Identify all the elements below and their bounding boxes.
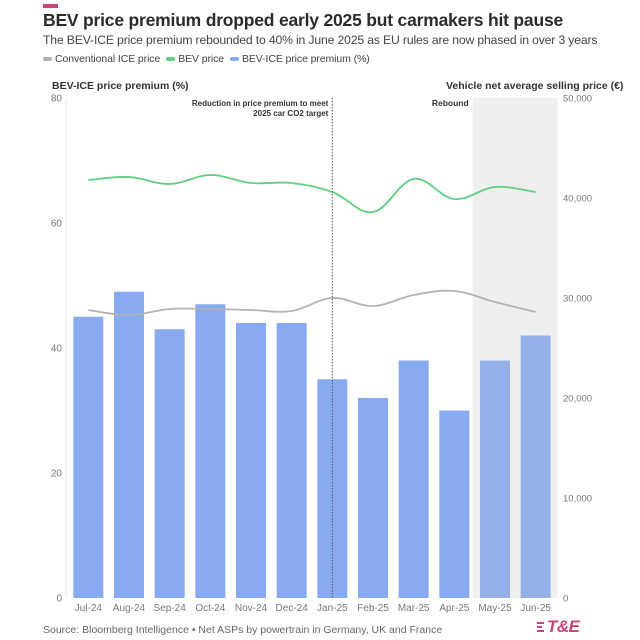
line-bev-price (88, 174, 536, 213)
rebound-label: Rebound (432, 98, 469, 108)
legend-label-ice: Conventional ICE price (55, 53, 161, 65)
left-tick-label: 40 (51, 344, 63, 355)
left-tick-label: 60 (51, 219, 63, 230)
co2-target-label: 2025 car CO2 target (253, 109, 328, 118)
legend-item-premium: BEV-ICE price premium (%) (230, 53, 370, 65)
x-tick-label: Nov-24 (235, 603, 268, 614)
left-axis-title: BEV-ICE price premium (%) (52, 80, 189, 92)
right-tick-label: 40,000 (563, 194, 592, 205)
x-tick-label: Jan-25 (317, 603, 348, 614)
bar-premium (480, 360, 510, 598)
accent-bar (43, 4, 58, 8)
right-tick-label: 0 (563, 594, 568, 605)
legend: Conventional ICE price BEV price BEV-ICE… (43, 53, 370, 65)
bar-premium (398, 360, 429, 598)
bar-premium (154, 329, 185, 598)
x-tick-label: Aug-24 (113, 603, 146, 614)
annotation-layer: Rebound Reduction in price premium to mee… (192, 98, 469, 598)
right-tick-label: 50,000 (563, 94, 592, 105)
legend-label-bev: BEV price (178, 53, 224, 65)
source-note: Source: Bloomberg Intelligence • Net ASP… (43, 624, 443, 636)
legend-swatch-premium (230, 57, 239, 61)
logo-text: T&E (547, 617, 580, 636)
x-tick-label: Jul-24 (75, 603, 103, 614)
axis-layer: 0 20 40 60 80 0 10,000 20,000 30,000 40,000 50,000… (51, 94, 592, 615)
bar-premium (236, 323, 266, 598)
legend-label-premium: BEV-ICE price premium (%) (242, 53, 370, 65)
bar-premium (358, 398, 388, 598)
bar-premium (520, 335, 551, 598)
line-ice-price (88, 289, 536, 316)
co2-target-label: Reduction in price premium to meet (192, 99, 329, 108)
x-tick-label: Apr-25 (439, 603, 469, 614)
te-logo: T&E (537, 617, 580, 637)
x-tick-label: Sep-24 (154, 603, 187, 614)
chart-title: BEV price premium dropped early 2025 but… (43, 10, 564, 30)
x-tick-label: Dec-24 (276, 603, 309, 614)
right-tick-label: 30,000 (563, 294, 592, 305)
left-tick-label: 0 (56, 594, 62, 605)
logo-lines-icon (537, 622, 544, 632)
left-tick-label: 80 (51, 94, 63, 105)
legend-item-bev: BEV price (166, 53, 224, 65)
bar-premium (114, 291, 144, 598)
bar-premium (276, 323, 307, 598)
bar-layer (73, 291, 551, 598)
bar-premium (195, 304, 226, 598)
bar-premium (439, 410, 470, 598)
legend-item-ice: Conventional ICE price (43, 53, 160, 65)
right-axis-title: Vehicle net average selling price (€) (446, 80, 624, 92)
x-tick-label: Jun-25 (520, 603, 551, 614)
legend-swatch-bev (166, 57, 176, 61)
right-tick-label: 10,000 (563, 494, 592, 505)
left-tick-label: 20 (51, 469, 63, 480)
legend-swatch-ice (43, 57, 52, 61)
right-tick-label: 20,000 (563, 394, 592, 405)
bar-premium (73, 316, 104, 598)
x-tick-label: May-25 (478, 603, 512, 614)
line-layer (88, 174, 536, 316)
x-tick-label: Feb-25 (357, 603, 389, 614)
chart-subtitle: The BEV-ICE price premium rebounded to 4… (43, 33, 598, 47)
x-tick-label: Mar-25 (398, 603, 430, 614)
x-tick-label: Oct-24 (195, 603, 225, 614)
